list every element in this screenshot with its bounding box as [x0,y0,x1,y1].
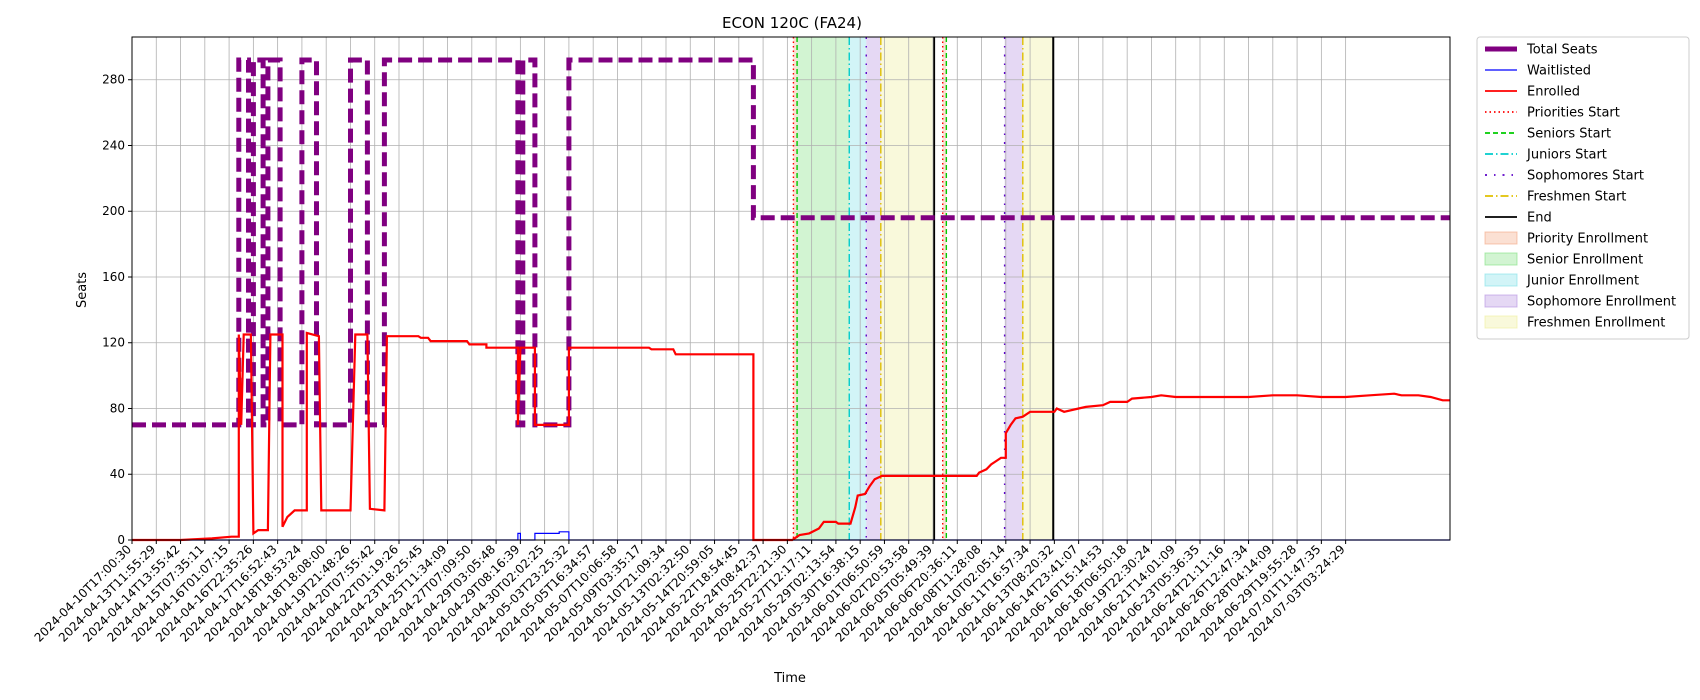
series-line-total-seats [132,57,1450,428]
plot-background [132,37,1450,540]
legend-label: Juniors Start [1526,148,1607,163]
legend-box [1476,36,1690,340]
legend-label: Seniors Start [1527,127,1611,142]
y-tick-label: 200 [102,204,125,218]
enrollment-span-0 [793,37,798,540]
enrollment-span-1 [797,37,850,540]
legend-label: Waitlisted [1527,64,1591,79]
y-tick-label: 80 [110,401,125,415]
y-tick-label: 40 [110,467,125,481]
legend-label: Junior Enrollment [1526,274,1639,289]
y-tick-label: 160 [102,270,125,284]
series-line-waitlisted [132,531,1450,541]
plot-area: 040801201602002402802024-04-10T17:00:302… [32,36,1451,645]
legend-swatch [1484,315,1518,329]
legend-label: Total Seats [1526,43,1598,58]
legend-label: Freshmen Enrollment [1527,316,1665,331]
enrollment-span-4 [880,37,935,540]
legend-label: Sophomore Enrollment [1527,295,1676,310]
y-tick-label: 120 [102,336,125,350]
chart-title: ECON 120C (FA24) [722,14,862,32]
y-tick-label: 280 [102,73,125,87]
legend-label: Priorities Start [1527,106,1620,121]
plot-frame [131,36,1451,541]
y-tick-label: 0 [117,533,125,547]
y-tick-label: 240 [102,138,125,152]
legend-swatch [1484,273,1518,287]
enrollment-span-5 [942,37,947,540]
legend-label: Enrolled [1527,85,1580,100]
enrollment-span-7 [1022,37,1054,540]
x-axis-label: Time [773,671,806,686]
legend-swatch [1484,294,1518,308]
legend-label: End [1527,211,1552,226]
legend-label: Priority Enrollment [1527,232,1648,247]
legend-label: Freshmen Start [1527,190,1626,205]
series-line-enrolled [132,331,1450,542]
legend-swatch [1484,231,1518,245]
enrollment-span-2 [849,37,867,540]
legend-swatch [1484,252,1518,266]
enrollment-span-6 [1004,37,1023,540]
enrollment-span-3 [866,37,881,540]
legend-label: Sophomores Start [1527,169,1644,184]
legend-label: Senior Enrollment [1527,253,1643,268]
legend: Total Seats Waitlisted Enrolled Priorities … [1476,36,1690,340]
y-axis-label: Seats [75,272,90,308]
